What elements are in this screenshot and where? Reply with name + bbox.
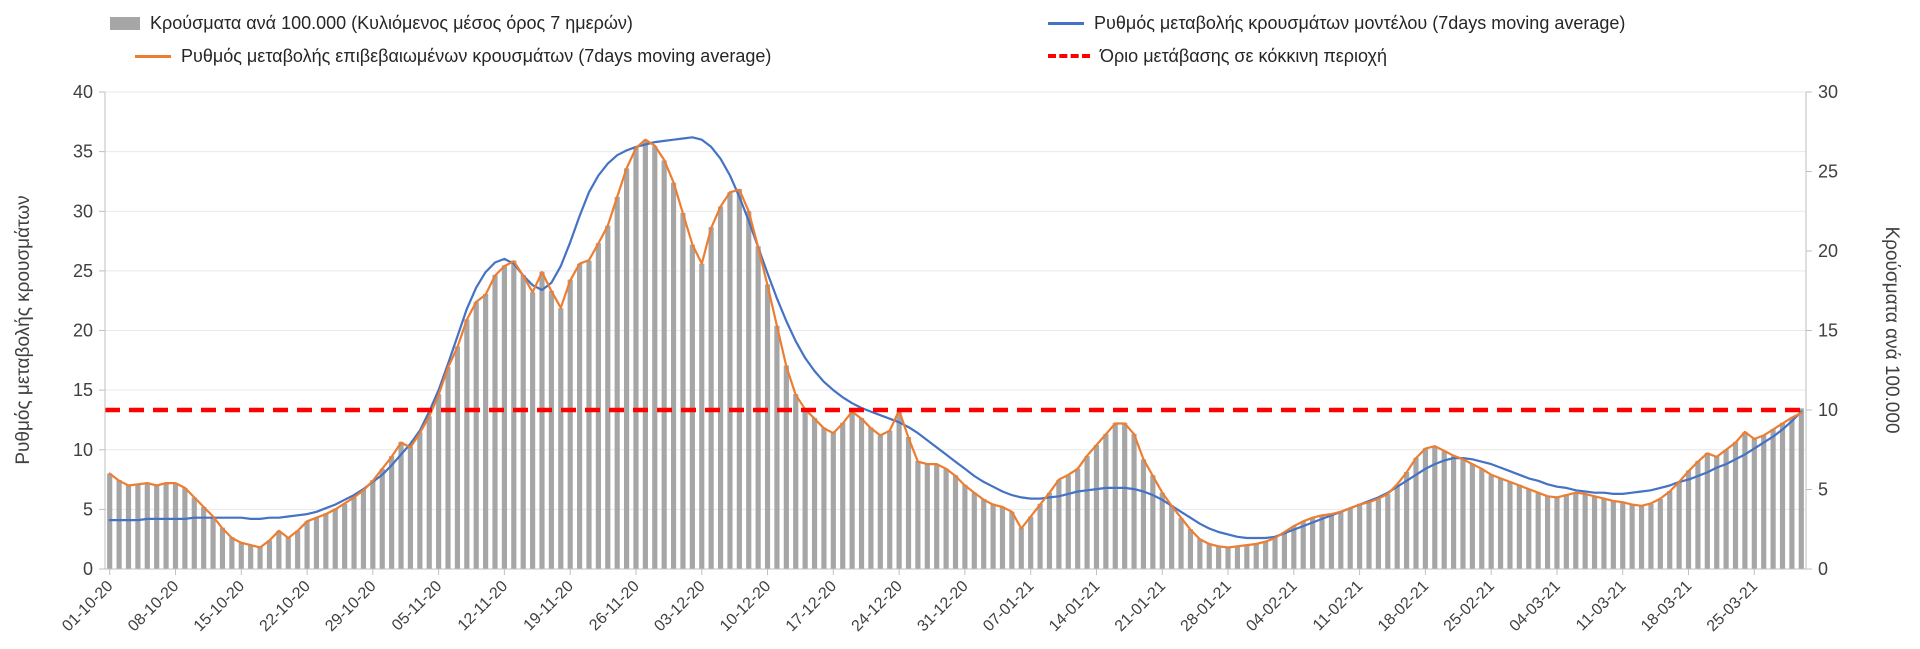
model-rate-line <box>108 136 1803 540</box>
legend-label-red-zone-threshold: Όριο μετάβασης σε κόκκινη περιοχή <box>1100 45 1388 66</box>
svg-text:08-10-20: 08-10-20 <box>125 578 182 635</box>
confirmed-line-swatch <box>135 54 171 58</box>
svg-text:15-10-20: 15-10-20 <box>191 578 248 635</box>
svg-text:29-10-20: 29-10-20 <box>322 578 379 635</box>
svg-text:04-02-21: 04-02-21 <box>1243 578 1300 635</box>
svg-text:20: 20 <box>1818 241 1838 261</box>
axes <box>99 91 1812 570</box>
legend-item-cases-per-100k: Κρούσματα ανά 100.000 (Κυλιόμενος μέσος … <box>110 10 633 36</box>
svg-text:10: 10 <box>1818 400 1838 420</box>
legend-item-model-rate: Ρυθμός μεταβολής κρουσμάτων μοντέλου (7d… <box>1048 10 1625 36</box>
svg-text:25: 25 <box>1818 162 1838 182</box>
svg-text:40: 40 <box>73 82 93 102</box>
svg-text:18-02-21: 18-02-21 <box>1375 578 1432 635</box>
svg-text:19-11-20: 19-11-20 <box>521 578 578 635</box>
svg-text:25-03-21: 25-03-21 <box>1704 578 1761 635</box>
svg-text:01-10-20: 01-10-20 <box>59 578 116 635</box>
svg-text:03-12-20: 03-12-20 <box>651 578 708 635</box>
svg-text:11-03-21: 11-03-21 <box>1573 578 1630 635</box>
x-axis-tick-labels: 01-10-20 08-10-20 15-10-20 22-10-20 29-10-20… <box>59 569 1761 635</box>
left-axis-tick-labels: 0 5 10 15 20 25 30 35 40 <box>73 82 93 579</box>
svg-text:25: 25 <box>73 261 93 281</box>
svg-text:28-01-21: 28-01-21 <box>1178 578 1235 635</box>
svg-text:5: 5 <box>83 499 93 519</box>
svg-text:10: 10 <box>73 440 93 460</box>
svg-text:15: 15 <box>1818 321 1838 341</box>
legend-item-red-zone-threshold: Όριο μετάβασης σε κόκκινη περιοχή <box>1048 43 1387 69</box>
confirmed-rate-line <box>108 138 1803 549</box>
svg-text:22-10-20: 22-10-20 <box>257 578 314 635</box>
svg-text:18-03-21: 18-03-21 <box>1638 578 1695 635</box>
bar-series-swatch <box>110 16 140 30</box>
svg-text:04-03-21: 04-03-21 <box>1507 578 1564 635</box>
legend-label-confirmed-rate: Ρυθμός μεταβολής επιβεβαιωμένων κρουσμάτ… <box>181 45 772 66</box>
svg-text:30: 30 <box>73 201 93 221</box>
svg-text:07-01-21: 07-01-21 <box>980 578 1037 635</box>
svg-text:20: 20 <box>73 321 93 341</box>
svg-text:35: 35 <box>73 142 93 162</box>
model-line-swatch <box>1048 21 1084 25</box>
svg-text:31-12-20: 31-12-20 <box>914 578 971 635</box>
svg-text:15: 15 <box>73 380 93 400</box>
svg-text:30: 30 <box>1818 82 1838 102</box>
legend-label-model-rate: Ρυθμός μεταβολής κρουσμάτων μοντέλου (7d… <box>1094 12 1626 33</box>
svg-text:21-01-21: 21-01-21 <box>1112 578 1169 635</box>
svg-text:0: 0 <box>1818 559 1828 579</box>
svg-text:12-11-20: 12-11-20 <box>455 578 512 635</box>
svg-text:5: 5 <box>1818 480 1828 500</box>
svg-text:0: 0 <box>83 559 93 579</box>
svg-text:26-11-20: 26-11-20 <box>586 578 643 635</box>
svg-text:10-12-20: 10-12-20 <box>717 578 774 635</box>
bars-cases-per-100k-bars <box>107 139 1804 570</box>
right-axis-tick-labels: 0 5 10 15 20 25 30 <box>1818 82 1838 579</box>
svg-text:25-02-21: 25-02-21 <box>1441 578 1498 635</box>
svg-text:11-02-21: 11-02-21 <box>1310 578 1367 635</box>
threshold-dash-swatch <box>1048 54 1090 58</box>
svg-text:05-11-20: 05-11-20 <box>389 578 446 635</box>
svg-text:14-01-21: 14-01-21 <box>1046 578 1103 635</box>
legend-item-confirmed-rate: Ρυθμός μεταβολής επιβεβαιωμένων κρουσμάτ… <box>135 43 771 69</box>
svg-text:24-12-20: 24-12-20 <box>849 578 906 635</box>
svg-text:17-12-20: 17-12-20 <box>783 578 840 635</box>
legend-label-cases-per-100k: Κρούσματα ανά 100.000 (Κυλιόμενος μέσος … <box>150 12 633 33</box>
